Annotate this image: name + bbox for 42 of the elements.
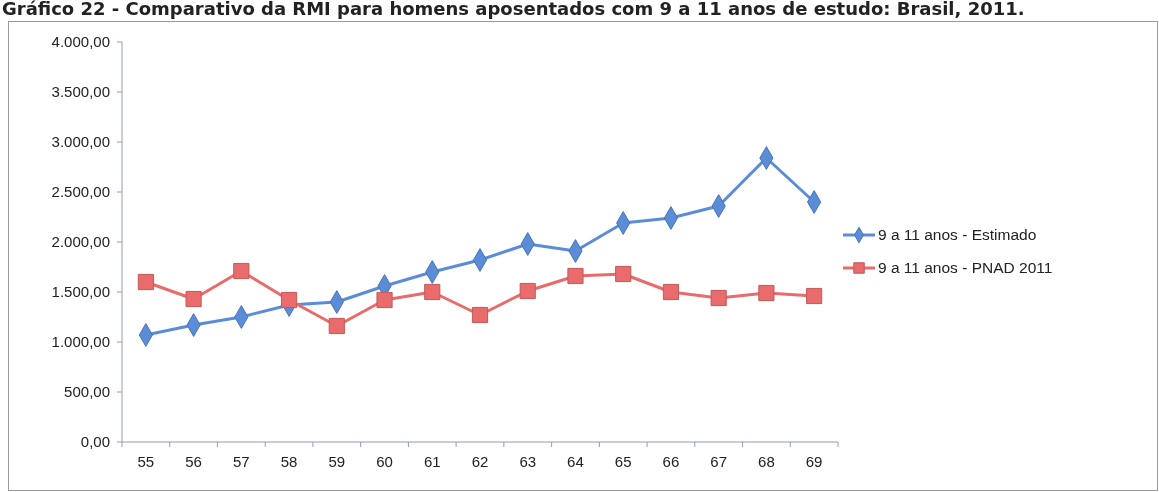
point — [710, 289, 727, 307]
y-tick-label: 2.000,00 — [51, 233, 110, 251]
x-tick-label: 64 — [567, 453, 584, 470]
point — [137, 273, 154, 291]
x-tick-label: 62 — [471, 453, 489, 470]
x-tick-label: 67 — [710, 453, 728, 470]
point — [471, 306, 489, 324]
legend-label: 9 a 11 anos - PNAD 2011 — [878, 259, 1053, 277]
x-tick-label: 61 — [423, 453, 441, 470]
point — [758, 284, 775, 302]
x-tick-label: 55 — [137, 453, 155, 470]
point — [376, 291, 393, 309]
x-tick-label: 69 — [805, 453, 823, 470]
x-tick-label: 65 — [614, 453, 632, 470]
point — [424, 283, 441, 301]
y-tick-label: 500,00 — [64, 383, 110, 401]
point — [662, 283, 680, 301]
point — [280, 291, 298, 309]
y-tick-label: 1.000,00 — [51, 333, 110, 351]
point — [185, 290, 202, 308]
x-tick-label: 56 — [185, 453, 202, 470]
x-tick-label: 58 — [280, 453, 298, 470]
y-tick-label: 1.500,00 — [51, 283, 110, 301]
point — [806, 287, 823, 305]
x-tick-label: 57 — [232, 453, 250, 470]
y-tick-label: 0,00 — [80, 433, 110, 451]
x-tick-label: 59 — [328, 453, 346, 470]
point — [615, 265, 632, 283]
y-tick-label: 3.500,00 — [51, 83, 110, 101]
x-tick-label: 68 — [758, 453, 775, 470]
y-tick-label: 2.500,00 — [51, 183, 110, 201]
y-tick-label: 3.000,00 — [51, 133, 110, 151]
x-tick-label: 60 — [376, 453, 393, 470]
legend-label: 9 a 11 anos - Estimado — [878, 226, 1037, 244]
y-tick-label: 4.000,00 — [51, 33, 110, 51]
point — [519, 282, 536, 300]
x-tick-label: 63 — [519, 453, 537, 470]
point — [328, 317, 345, 335]
x-tick-label: 66 — [662, 453, 680, 470]
point — [567, 267, 584, 285]
point — [233, 262, 250, 280]
chart-title: Gráfico 22 - Comparativo da RMI para homens aposentados com 9 a 11 anos de estudo: Brasil, 2011. — [2, 0, 1025, 19]
